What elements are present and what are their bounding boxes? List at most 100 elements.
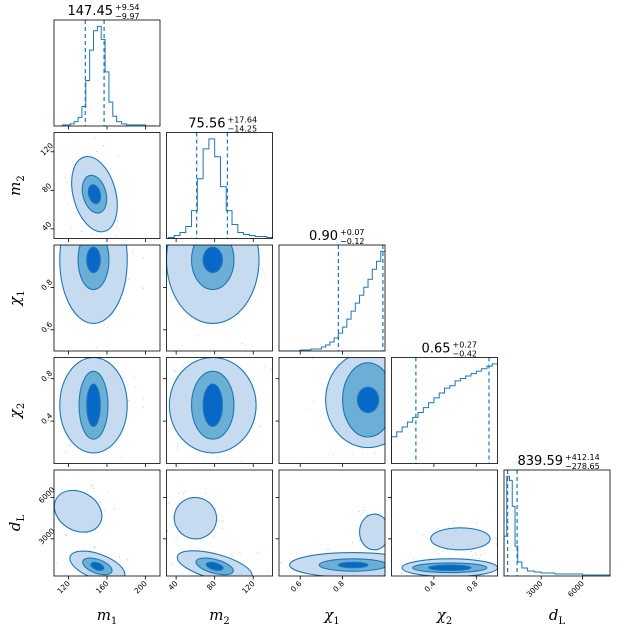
y-tick-label-chi2: 0.4: [39, 411, 54, 426]
sample-dot: [141, 286, 143, 288]
sample-dot: [69, 228, 72, 230]
sample-dot: [370, 349, 371, 350]
y-tick-label-m2: 40: [40, 220, 53, 233]
panel-frame-3-1: [166, 357, 273, 464]
contour-level-1: [173, 496, 218, 540]
panel-m2-vs-dL: [160, 490, 270, 576]
sample-dot: [91, 233, 93, 235]
sample-dot: [257, 552, 259, 554]
sample-dot: [102, 145, 105, 147]
sample-dot: [226, 171, 227, 172]
title-m1-plus: +9.54: [115, 3, 140, 12]
sample-dot: [205, 492, 207, 494]
sample-dot: [328, 548, 330, 551]
y-axis-label-chi2: χ2: [6, 403, 27, 419]
sample-dot: [142, 257, 144, 259]
sample-dot: [460, 577, 461, 578]
sample-dot: [475, 554, 477, 556]
y-axis-label-m2: m2: [6, 175, 27, 196]
sample-dot: [164, 188, 165, 189]
sample-dot: [160, 571, 161, 572]
sample-dot: [231, 553, 233, 555]
sample-dot: [441, 550, 444, 552]
sample-dot: [129, 237, 130, 238]
sample-dot: [99, 501, 101, 503]
sample-dot: [253, 379, 255, 381]
panel-chi1-vs-dL: [279, 506, 434, 578]
sample-dot: [479, 557, 481, 559]
sample-dot: [127, 558, 129, 561]
sample-dot: [264, 365, 266, 367]
sample-dot: [45, 386, 46, 387]
panel-chi1-vs-chi2: [308, 340, 418, 456]
sample-dot: [55, 562, 57, 564]
sample-dot: [214, 508, 216, 510]
sample-dot: [400, 572, 403, 574]
sample-dot: [177, 445, 179, 447]
sample-dot: [173, 369, 175, 371]
sample-dot: [177, 535, 179, 537]
sample-dot: [359, 510, 361, 513]
sample-dot: [311, 357, 313, 359]
sample-dot: [101, 478, 102, 479]
sample-dot: [351, 542, 354, 544]
sample-dot: [93, 546, 96, 548]
sample-dot: [142, 406, 145, 408]
sample-dot: [362, 511, 364, 513]
sample-dot: [96, 150, 98, 153]
sample-dot: [438, 553, 440, 555]
title-m2-minus: −14.25: [228, 125, 258, 134]
contour-level-1: [54, 489, 103, 533]
sample-dot: [134, 386, 136, 388]
sample-dot: [393, 537, 394, 538]
sample-dot: [505, 573, 506, 574]
title-chi1-plus: +0.07: [340, 228, 365, 237]
sample-dot: [90, 485, 92, 487]
panel-frame-0-0: [53, 19, 161, 127]
title-m2-median: 75.56: [188, 117, 225, 132]
sample-dot: [134, 229, 135, 230]
x-tick-label-m2: 120: [240, 579, 257, 596]
sample-dot: [313, 401, 315, 403]
contour-level-1: [430, 527, 491, 551]
sample-dot: [412, 557, 414, 560]
sample-dot: [261, 237, 262, 238]
sample-dot: [172, 187, 173, 188]
sample-dot: [66, 551, 68, 553]
sample-dot: [46, 504, 47, 505]
sample-dot: [268, 570, 270, 572]
sample-dot: [351, 453, 353, 455]
sample-dot: [52, 524, 53, 525]
panel-frame-1-1: [166, 132, 273, 239]
sample-dot: [286, 577, 287, 578]
contour-level-3: [205, 561, 224, 571]
contour-level-3: [86, 383, 101, 427]
sample-dot: [449, 557, 451, 559]
sample-dot: [171, 516, 173, 518]
sample-dot: [181, 573, 183, 575]
x-axis-label-chi1: χ1: [323, 606, 339, 627]
sample-dot: [496, 543, 498, 545]
sample-dot: [93, 487, 95, 489]
sample-dot: [359, 540, 361, 542]
sample-dot: [103, 509, 105, 512]
sample-dot: [239, 552, 241, 554]
sample-dot: [255, 299, 257, 301]
sample-dot: [433, 554, 434, 555]
sample-dot: [423, 534, 425, 536]
sample-dot: [72, 160, 74, 162]
sample-dot: [163, 558, 164, 559]
sample-dot: [240, 460, 242, 462]
contour-level-3: [202, 246, 223, 274]
sample-dot: [391, 340, 392, 341]
sample-dot: [408, 577, 409, 578]
sample-dot: [171, 563, 174, 565]
sample-dot: [163, 572, 164, 573]
sample-dot: [417, 371, 418, 372]
sample-dot: [154, 366, 155, 367]
sample-dot: [397, 528, 398, 529]
title-dL-minus: −278.65: [565, 462, 600, 471]
sample-dot: [166, 530, 169, 532]
sample-dot: [115, 235, 117, 237]
sample-dot: [332, 453, 334, 456]
